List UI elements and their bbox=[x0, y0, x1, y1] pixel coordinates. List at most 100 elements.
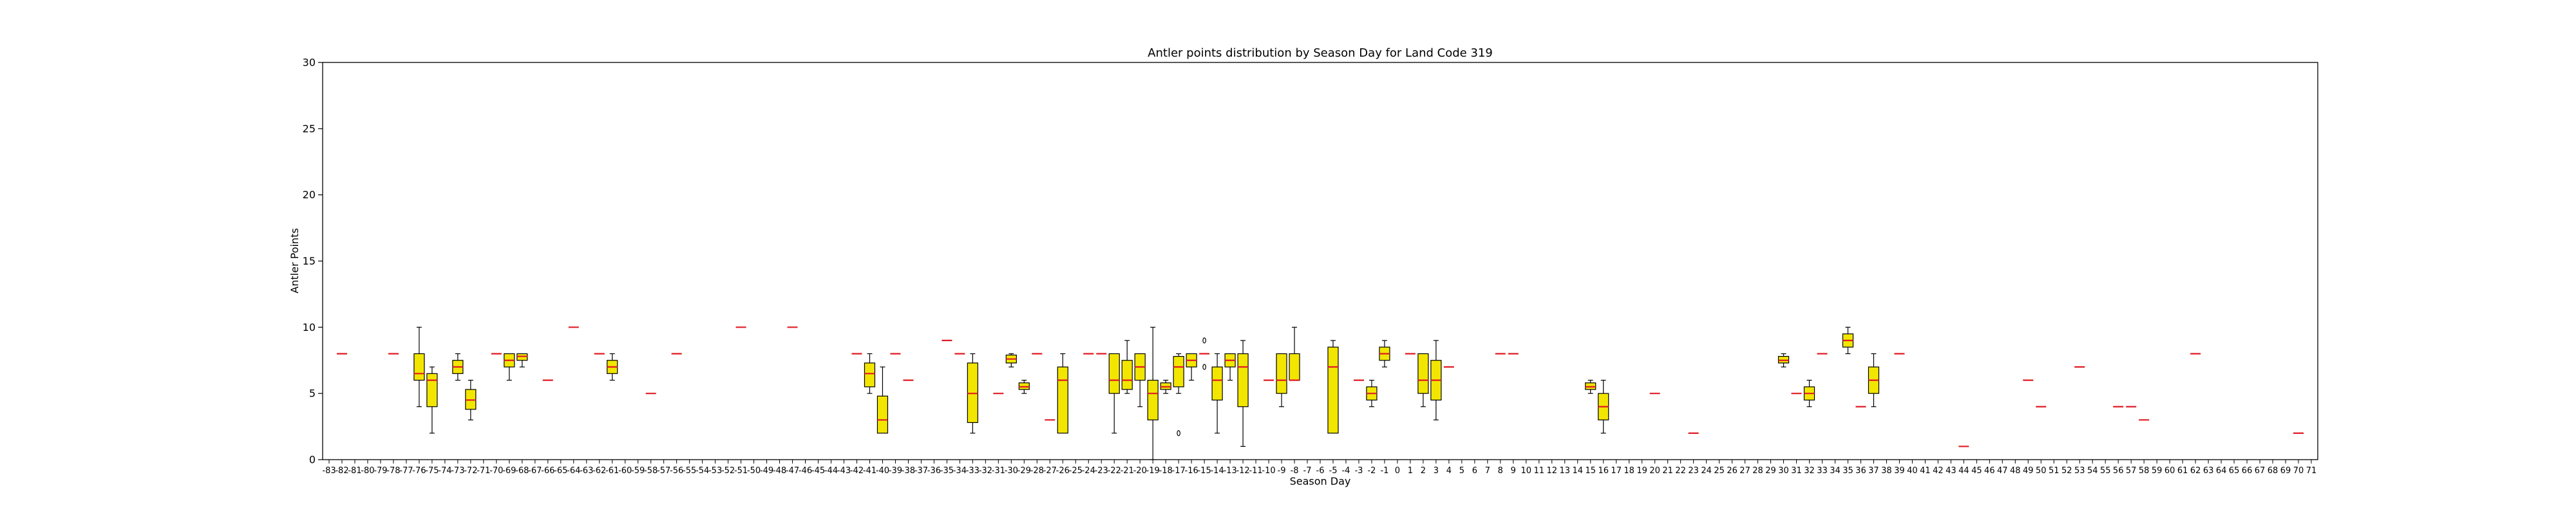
box-plot bbox=[1005, 353, 1017, 368]
x-tick-label: -5 bbox=[1329, 466, 1338, 476]
x-tick-label: -41 bbox=[863, 466, 876, 476]
x-tick-label: 69 bbox=[2280, 466, 2291, 476]
x-tick-label: -11 bbox=[1249, 466, 1262, 476]
x-tick-label: -19 bbox=[1146, 466, 1160, 476]
outlier-point bbox=[1202, 364, 1206, 370]
x-tick-label: 8 bbox=[1498, 466, 1503, 476]
x-tick-label: 37 bbox=[1868, 466, 1879, 476]
x-tick-label: -75 bbox=[425, 466, 439, 476]
x-tick-label: 56 bbox=[2113, 466, 2124, 476]
boxes-layer bbox=[336, 326, 2304, 460]
y-tick-label: 15 bbox=[303, 255, 316, 267]
x-tick-label: 22 bbox=[1675, 466, 1686, 476]
x-tick-label: 49 bbox=[2023, 466, 2034, 476]
x-tick-label: 41 bbox=[1920, 466, 1931, 476]
box-iqr bbox=[1417, 353, 1429, 394]
x-tick-label: 5 bbox=[1459, 466, 1464, 476]
x-tick-label: -9 bbox=[1278, 466, 1286, 476]
x-tick-label: 26 bbox=[1727, 466, 1738, 476]
x-tick-label: 17 bbox=[1611, 466, 1622, 476]
x-tick-label: 19 bbox=[1636, 466, 1647, 476]
box-plot bbox=[465, 379, 477, 420]
box-plot bbox=[1173, 353, 1184, 436]
x-tick-label: 13 bbox=[1559, 466, 1570, 476]
box-plot bbox=[1868, 353, 1880, 407]
x-tick-label: -28 bbox=[1030, 466, 1044, 476]
x-tick-label: -51 bbox=[734, 466, 748, 476]
x-tick-label: -25 bbox=[1069, 466, 1083, 476]
x-tick-label: -8 bbox=[1291, 466, 1299, 476]
x-tick-label: -78 bbox=[386, 466, 400, 476]
x-tick-label: -60 bbox=[618, 466, 632, 476]
box-plot bbox=[864, 353, 876, 394]
x-tick-label: -59 bbox=[631, 466, 645, 476]
x-tick-label: 15 bbox=[1585, 466, 1596, 476]
x-tick-label: -6 bbox=[1316, 466, 1325, 476]
x-tick-label: 27 bbox=[1739, 466, 1750, 476]
x-tick-label: 38 bbox=[1881, 466, 1892, 476]
x-tick-label: -23 bbox=[1095, 466, 1108, 476]
x-tick-label: 36 bbox=[1855, 466, 1866, 476]
x-tick-label: 55 bbox=[2100, 466, 2111, 476]
box-plot bbox=[1366, 379, 1378, 407]
box-plot bbox=[1057, 353, 1068, 434]
x-tick-label: 14 bbox=[1572, 466, 1583, 476]
x-tick-label: -15 bbox=[1197, 466, 1211, 476]
x-tick-label: -1 bbox=[1380, 466, 1388, 476]
x-tick-label: -67 bbox=[528, 466, 542, 476]
x-tick-label: 67 bbox=[2255, 466, 2266, 476]
x-tick-label: -56 bbox=[670, 466, 683, 476]
x-tick-label: 9 bbox=[1511, 466, 1516, 476]
x-tick-label: -68 bbox=[515, 466, 529, 476]
box-plot bbox=[1186, 353, 1197, 381]
x-tick-label: 50 bbox=[2036, 466, 2047, 476]
box-plot bbox=[504, 353, 515, 381]
x-tick-label: 54 bbox=[2087, 466, 2098, 476]
x-tick-label: 70 bbox=[2293, 466, 2304, 476]
x-tick-label: 0 bbox=[1395, 466, 1400, 476]
box-plot bbox=[426, 366, 438, 434]
chart-title: Antler points distribution by Season Day… bbox=[1148, 46, 1493, 60]
x-tick-label: 45 bbox=[1971, 466, 1982, 476]
x-tick-label: -37 bbox=[914, 466, 928, 476]
x-tick-label: 59 bbox=[2152, 466, 2163, 476]
x-tick-label: 66 bbox=[2242, 466, 2253, 476]
x-tick-label: 44 bbox=[1958, 466, 1969, 476]
x-tick-label: -36 bbox=[927, 466, 941, 476]
x-tick-label: -32 bbox=[979, 466, 992, 476]
y-axis: 0 5 10 15 20 25 30 bbox=[303, 57, 323, 466]
x-tick-label: -24 bbox=[1082, 466, 1095, 476]
box-iqr bbox=[1211, 366, 1223, 401]
box-plot bbox=[1199, 337, 1210, 370]
x-tick-label: 32 bbox=[1804, 466, 1815, 476]
y-tick-label: 10 bbox=[303, 321, 316, 333]
box-plot bbox=[1276, 353, 1287, 407]
x-tick-label: -80 bbox=[361, 466, 374, 476]
y-axis-label: Antler Points bbox=[289, 228, 301, 293]
x-tick-label: -4 bbox=[1341, 466, 1350, 476]
x-tick-label: -39 bbox=[889, 466, 902, 476]
x-tick-label: 1 bbox=[1408, 466, 1413, 476]
x-tick-label: -65 bbox=[554, 466, 567, 476]
x-tick-label: -69 bbox=[502, 466, 516, 476]
x-tick-label: 3 bbox=[1434, 466, 1439, 476]
x-tick-label: 4 bbox=[1446, 466, 1452, 476]
x-tick-label: -43 bbox=[837, 466, 851, 476]
box-plot bbox=[1160, 379, 1171, 394]
x-tick-label: 12 bbox=[1546, 466, 1557, 476]
x-tick-label: -12 bbox=[1236, 466, 1249, 476]
box-plot bbox=[1842, 326, 1854, 355]
x-tick-label: -72 bbox=[464, 466, 477, 476]
x-tick-label: 42 bbox=[1933, 466, 1944, 476]
x-tick-label: -45 bbox=[811, 466, 825, 476]
x-tick-label: -50 bbox=[747, 466, 761, 476]
plot-frame bbox=[322, 62, 2318, 460]
box-plot bbox=[1134, 353, 1146, 407]
box-plot bbox=[967, 353, 978, 434]
x-tick-label: -74 bbox=[438, 466, 451, 476]
box-iqr bbox=[1108, 353, 1120, 394]
x-tick-label: 53 bbox=[2074, 466, 2085, 476]
x-tick-label: 20 bbox=[1649, 466, 1660, 476]
x-tick-label: 16 bbox=[1598, 466, 1609, 476]
